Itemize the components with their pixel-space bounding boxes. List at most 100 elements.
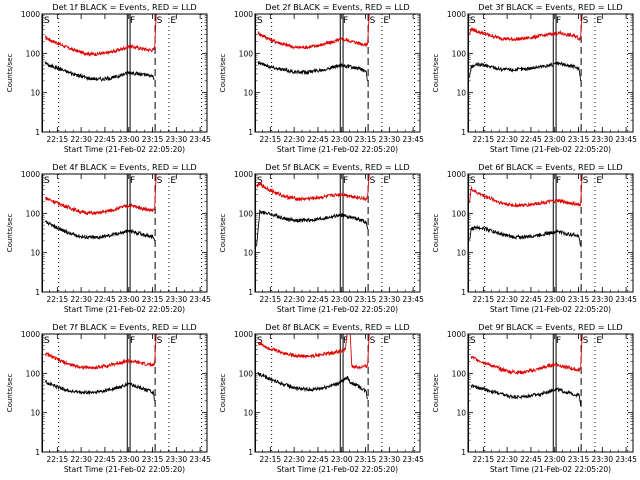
plot-frame [254, 13, 421, 133]
x-tick-label: 22:30 [283, 295, 305, 304]
x-tick-label: 22:15 [47, 455, 69, 464]
x-tick-label: 23:30 [166, 135, 188, 144]
x-axis-label: Start Time (21-Feb-02 22:05:20) [277, 465, 398, 474]
y-tick-label: 100 [452, 49, 467, 58]
y-tick-label: 1 [461, 448, 466, 457]
marker-label: E [383, 336, 389, 346]
x-tick-label: 23:00 [331, 455, 353, 464]
marker-label: F [343, 176, 348, 186]
y-axis-label: Counts/sec [6, 374, 14, 413]
x-tick-label: 22:15 [260, 295, 282, 304]
x-tick-label: 22:45 [307, 455, 329, 464]
y-tick-label: 1000 [21, 10, 40, 19]
plot-frame [41, 173, 208, 293]
x-tick-label: 23:15 [568, 455, 590, 464]
plot-frame [467, 333, 634, 453]
y-tick-label: 100 [239, 49, 254, 58]
x-tick-label: 22:45 [307, 295, 329, 304]
marker-label: S [157, 176, 163, 186]
chart-panel-5: Det 5f BLACK = Events, RED = LLD Counts/s… [219, 162, 424, 314]
y-tick-label: 1 [248, 288, 253, 297]
events-series-line [44, 220, 156, 241]
x-tick-label: 23:15 [568, 295, 590, 304]
x-tick-label: 22:30 [70, 455, 92, 464]
x-tick-label: 22:30 [70, 295, 92, 304]
marker-label: S [44, 176, 50, 186]
y-axis-label: Counts/sec [432, 374, 440, 413]
events-series-line [257, 371, 368, 400]
x-tick-label: 23:30 [166, 455, 188, 464]
marker-label: S [157, 336, 163, 346]
marker-label: E [170, 176, 176, 186]
x-tick-label: 23:30 [379, 295, 401, 304]
chart-panel-1: Det 1f BLACK = Events, RED = LLD Counts/s… [6, 2, 211, 154]
events-series-line [469, 61, 582, 81]
chart-panel-9: Det 9f BLACK = Events, RED = LLD Counts/s… [432, 322, 637, 474]
x-axis-label: Start Time (21-Feb-02 22:05:20) [64, 145, 185, 154]
x-tick-label: 23:15 [355, 295, 377, 304]
marker-label: F [130, 176, 135, 186]
x-tick-label: 22:15 [47, 135, 69, 144]
events-series-line [44, 61, 155, 82]
x-tick-label: 22:15 [473, 135, 495, 144]
panel-title: Det 3f BLACK = Events, RED = LLD [478, 2, 622, 12]
panel-title: Det 5f BLACK = Events, RED = LLD [265, 162, 409, 172]
x-axis-label: Start Time (21-Feb-02 22:05:20) [277, 145, 398, 154]
y-tick-label: 10 [456, 89, 466, 98]
marker-label: F [556, 336, 561, 346]
x-tick-label: 23:45 [402, 295, 424, 304]
plot-frame [254, 333, 421, 453]
x-axis-label: Start Time (21-Feb-02 22:05:20) [64, 465, 185, 474]
x-tick-label: 23:00 [331, 135, 353, 144]
y-tick-label: 100 [452, 369, 467, 378]
marker-label: S [257, 336, 263, 346]
x-tick-label: 23:30 [592, 455, 614, 464]
plot-frame [41, 333, 208, 453]
marker-label: S [470, 16, 476, 26]
x-tick-label: 23:45 [402, 135, 424, 144]
marker-label: S [370, 16, 376, 26]
x-tick-label: 22:45 [520, 455, 542, 464]
marker-label: E [596, 336, 602, 346]
x-tick-label: 23:30 [592, 295, 614, 304]
events-series-line [469, 225, 582, 246]
marker-label: F [343, 16, 348, 26]
panel-title: Det 6f BLACK = Events, RED = LLD [478, 162, 622, 172]
chart-panel-6: Det 6f BLACK = Events, RED = LLD Counts/s… [432, 162, 637, 314]
marker-label: F [130, 16, 135, 26]
y-tick-label: 10 [243, 409, 253, 418]
x-tick-label: 23:45 [615, 295, 637, 304]
marker-label: S [157, 16, 163, 26]
x-axis-label: Start Time (21-Feb-02 22:05:20) [490, 465, 611, 474]
y-tick-label: 1000 [234, 170, 253, 179]
x-tick-label: 22:30 [283, 135, 305, 144]
y-tick-label: 1000 [447, 10, 466, 19]
y-tick-label: 1000 [234, 10, 253, 19]
x-tick-label: 22:15 [260, 135, 282, 144]
x-tick-label: 22:30 [283, 455, 305, 464]
y-tick-label: 100 [26, 369, 41, 378]
y-tick-label: 10 [456, 249, 466, 258]
x-tick-label: 22:45 [94, 135, 116, 144]
marker-label: E [383, 176, 389, 186]
marker-label: S [44, 336, 50, 346]
x-axis-label: Start Time (21-Feb-02 22:05:20) [490, 145, 611, 154]
marker-label: S [470, 336, 476, 346]
marker-label: S [370, 336, 376, 346]
x-tick-label: 23:45 [615, 135, 637, 144]
x-tick-label: 23:15 [355, 455, 377, 464]
marker-label: F [130, 336, 135, 346]
marker-label: E [596, 16, 602, 26]
x-tick-label: 22:15 [260, 455, 282, 464]
panel-title: Det 1f BLACK = Events, RED = LLD [52, 2, 196, 12]
y-tick-label: 100 [452, 209, 467, 218]
x-tick-label: 22:45 [94, 455, 116, 464]
y-axis-label: Counts/sec [219, 374, 227, 413]
x-tick-label: 22:45 [520, 295, 542, 304]
marker-label: F [343, 336, 348, 346]
x-tick-label: 22:30 [496, 135, 518, 144]
x-tick-label: 23:15 [142, 135, 164, 144]
lld-series-line [45, 173, 157, 216]
x-tick-label: 23:00 [118, 455, 140, 464]
